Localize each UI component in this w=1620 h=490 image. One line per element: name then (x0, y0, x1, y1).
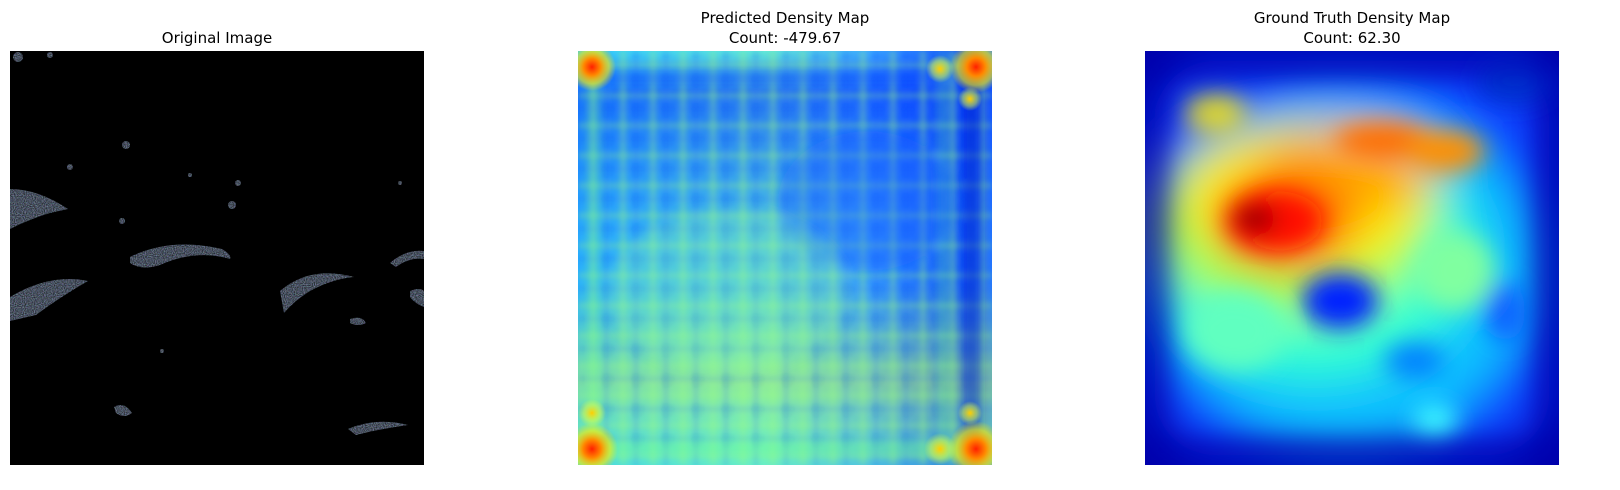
warm-spot (578, 399, 606, 427)
warm-spot (958, 87, 982, 111)
speck-region (67, 164, 73, 170)
original-image-title: Original Image (10, 28, 424, 48)
speck-region (280, 273, 354, 313)
speck-region (10, 189, 68, 229)
original-image (10, 51, 424, 465)
hot-spot (578, 423, 618, 465)
speck-region (130, 244, 231, 268)
warm-region (1185, 93, 1245, 133)
cold-region (1302, 273, 1378, 329)
ground-truth-density-title-text: Ground Truth Density Map (1253, 9, 1451, 27)
original-image-panel: Original Image (10, 0, 424, 490)
speck-region (228, 201, 236, 209)
cold-region (1485, 281, 1525, 341)
cold-region (1385, 343, 1445, 379)
predicted-density-map (578, 51, 992, 465)
speck-region (235, 180, 241, 186)
speck-region (390, 250, 424, 267)
ground-truth-density-panel: Ground Truth Density Map Count: 62.30 (1145, 0, 1559, 490)
speck-region (410, 289, 424, 307)
speck-region (47, 52, 53, 58)
ground-truth-density-title: Ground Truth Density Map Count: 62.30 (1145, 8, 1559, 48)
warm-region (1405, 131, 1485, 171)
speck-region (13, 52, 23, 62)
speck-region (398, 181, 402, 185)
speck-region (160, 349, 164, 353)
predicted-density-panel: Predicted Density Map Count: -479.67 (578, 0, 992, 490)
ground-truth-count-label: Count: 62.30 (1303, 29, 1401, 47)
ground-truth-density-map (1145, 51, 1559, 465)
speck-region (114, 405, 132, 416)
warm-spot (926, 55, 954, 83)
speck-region (119, 218, 125, 224)
hot-spot (578, 51, 616, 91)
predicted-count-label: Count: -479.67 (728, 29, 842, 47)
speck-region (350, 317, 366, 325)
original-image-svg (10, 51, 424, 465)
peak-region (1233, 205, 1277, 233)
hot-spot (948, 421, 992, 465)
warm-spot (924, 433, 956, 465)
speck-region (122, 141, 130, 149)
mid-region (1413, 405, 1457, 437)
speck-region (348, 421, 408, 435)
mid-region (1185, 291, 1285, 371)
speck-region (10, 279, 88, 321)
ground-truth-density-svg (1145, 51, 1559, 465)
warm-spot (958, 401, 982, 425)
predicted-density-title-text: Predicted Density Map (700, 9, 870, 27)
speck-region (188, 173, 192, 177)
hot-spot (950, 51, 992, 93)
predicted-density-svg (578, 51, 992, 465)
mid-region (1415, 231, 1495, 311)
original-image-title-text: Original Image (161, 29, 273, 47)
predicted-density-title: Predicted Density Map Count: -479.67 (578, 8, 992, 48)
